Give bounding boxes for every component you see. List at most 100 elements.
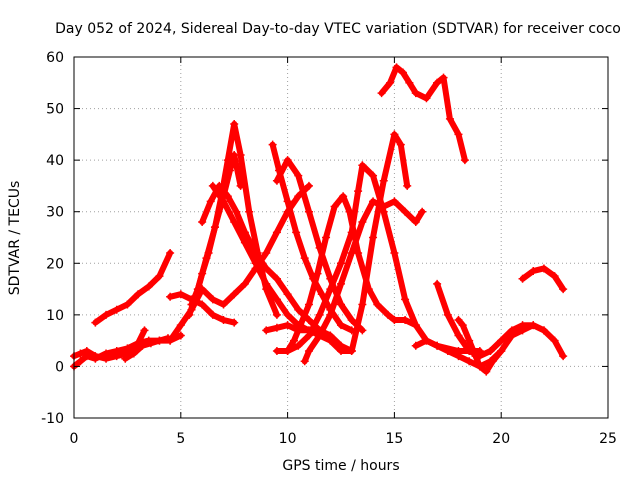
data-point <box>262 279 271 288</box>
series-line <box>186 152 244 318</box>
data-point <box>337 259 345 268</box>
data-point <box>292 228 301 237</box>
data-point <box>401 207 410 216</box>
data-point <box>76 357 85 366</box>
data-point <box>219 197 228 206</box>
data-point <box>373 300 382 309</box>
data-point <box>369 197 378 206</box>
data-point <box>262 326 271 335</box>
series-arc-17 <box>347 130 412 355</box>
data-point <box>337 346 345 355</box>
data-point <box>112 352 121 361</box>
data-point <box>176 321 185 330</box>
data-point <box>144 282 153 291</box>
data-point <box>433 341 442 350</box>
data-point <box>454 316 463 325</box>
data-point <box>529 321 538 330</box>
y-tick-label: 0 <box>55 359 64 375</box>
data-point <box>539 264 548 273</box>
data-point <box>134 290 143 299</box>
data-point <box>294 171 303 180</box>
data-point <box>91 352 100 361</box>
data-point <box>262 248 271 257</box>
data-point <box>245 207 254 216</box>
data-point <box>206 197 215 206</box>
data-point <box>304 316 313 325</box>
series-line <box>284 193 419 354</box>
data-point <box>236 181 245 190</box>
series-line <box>199 182 355 354</box>
data-point <box>386 78 395 87</box>
data-point <box>550 336 559 345</box>
data-point <box>294 192 303 201</box>
data-point <box>304 207 313 216</box>
data-point <box>304 346 313 355</box>
data-point <box>559 285 568 294</box>
data-point <box>283 346 292 355</box>
data-point <box>405 78 414 87</box>
series-line <box>269 141 355 334</box>
data-point <box>272 274 281 283</box>
data-point <box>208 295 217 304</box>
series-arc-13 <box>272 156 367 335</box>
data-point <box>347 248 356 257</box>
data-point <box>230 150 239 159</box>
data-point <box>454 352 463 361</box>
data-point <box>166 292 175 301</box>
data-point <box>390 316 399 325</box>
y-tick-label: 30 <box>46 205 64 221</box>
data-point <box>112 305 121 314</box>
series-arc-22 <box>518 264 568 294</box>
data-point <box>294 341 303 350</box>
data-point <box>398 68 407 77</box>
data-point <box>121 354 130 363</box>
data-point <box>458 321 467 330</box>
data-point <box>379 207 388 216</box>
data-point <box>339 192 348 201</box>
series-line <box>209 182 355 354</box>
x-tick-label: 0 <box>70 431 79 447</box>
data-point <box>465 357 474 366</box>
data-point <box>185 310 194 319</box>
y-tick-label: -10 <box>41 411 64 427</box>
data-point <box>550 272 559 281</box>
data-point <box>411 218 420 227</box>
data-point <box>272 295 281 304</box>
data-point <box>497 336 506 345</box>
x-tick-label: 5 <box>176 431 185 447</box>
data-point <box>390 248 399 257</box>
data-point <box>317 290 326 299</box>
ticks <box>73 56 609 419</box>
data-point <box>129 349 138 358</box>
data-point <box>445 114 454 123</box>
x-tick-label: 20 <box>492 431 510 447</box>
data-point <box>304 300 313 309</box>
series-line <box>455 317 505 375</box>
data-point <box>403 181 412 190</box>
data-point <box>230 318 239 327</box>
data-point <box>337 279 345 288</box>
data-point <box>76 349 85 358</box>
series-line <box>92 250 174 326</box>
data-point <box>230 290 239 299</box>
data-point <box>454 331 463 340</box>
data-point <box>290 336 299 345</box>
data-point <box>102 354 111 363</box>
x-tick-labels: 0 5 10 15 20 25 <box>70 431 617 447</box>
series-arc-14 <box>283 192 420 355</box>
data-point <box>146 339 155 348</box>
data-point <box>315 310 324 319</box>
data-point <box>518 326 527 335</box>
data-point <box>262 264 271 273</box>
data-point <box>102 310 111 319</box>
data-point <box>240 238 249 247</box>
x-axis-label: GPS time / hours <box>282 458 399 474</box>
series-arc-4 <box>121 334 172 363</box>
data-point <box>155 336 164 345</box>
series-line <box>378 64 468 164</box>
data-point <box>223 192 232 201</box>
data-point <box>486 346 495 355</box>
data-point <box>272 346 281 355</box>
data-point <box>465 336 474 345</box>
data-point <box>225 166 234 175</box>
